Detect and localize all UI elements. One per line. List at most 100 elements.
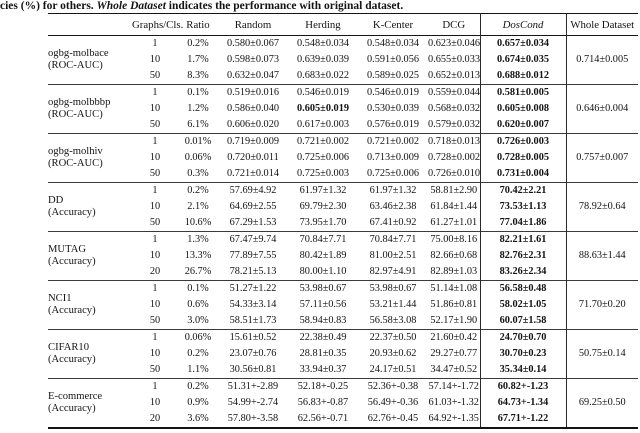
cell-doscond: 60.07±1.58 [479,313,567,330]
cell-random: 0.606±0.020 [227,119,279,130]
cell-ratio: 0.9% [187,397,209,408]
table-row: ogbg-molhiv (ROC-AUC) 1 0.01% 0.719±0.009… [48,133,638,169]
cell-ratio: 0.06% [184,152,212,163]
table-row: 50 10.6% 67.29±1.53 73.95±1.70 67.41±0.9… [48,215,638,232]
cell-graphs-per-cls: 10 [149,299,161,310]
cell-kcenter: 81.00±2.51 [369,250,417,261]
cell-doscond: 67.71+-1.22 [479,411,567,428]
header-herding: Herding [305,18,341,31]
cell-ratio: 0.2% [187,381,209,392]
cell-doscond: 24.70±0.70 [479,329,567,346]
cell-random: 23.07±0.76 [229,348,277,359]
cell-doscond: 56.58±0.48 [479,280,567,297]
cell-doscond: 0.657±0.034 [479,35,567,52]
cell-random: 0.598±0.073 [227,54,279,65]
cell-whole-dataset: 0.757±0.007 [576,152,629,163]
table-row: 10 1.7% 0.598±0.073 0.639±0.039 0.591±0.… [48,52,638,68]
cell-graphs-per-cls: 10 [149,103,161,114]
cell-herding: 80.00±1.10 [299,266,347,277]
cell-random: 0.580±0.067 [227,38,279,49]
cell-herding: 58.94±0.83 [299,315,347,326]
cell-kcenter: 63.46±2.38 [369,201,417,212]
cell-herding: 80.42±1.89 [299,250,347,261]
group-ogbg-molbace: ogbg-molbace (ROC-AUC) 1 0.2% 0.580±0.067… [48,35,638,85]
cell-herding: 0.725±0.006 [297,152,349,163]
cell-dcg: 75.00±8.16 [430,234,478,245]
cell-random: 30.56±0.81 [229,364,277,375]
cell-random: 0.519±0.016 [227,87,279,98]
cell-whole-dataset: 50.75±0.14 [578,348,626,359]
cell-dcg: 34.47±0.52 [430,364,478,375]
cell-whole-dataset: 69.25±0.50 [578,397,626,408]
dataset-label: ogbg-molbace (ROC-AUC) [48,36,132,85]
cell-herding: 69.79±2.30 [299,201,347,212]
caption-italic-term: Whole Dataset [96,0,166,12]
cell-dcg: 58.81±2.90 [430,185,478,196]
dataset-name: ogbg-molbbbp [48,97,111,108]
cell-kcenter: 0.725±0.006 [367,168,419,179]
cell-ratio: 0.1% [187,283,209,294]
cell-dcg: 52.17±1.90 [430,315,478,326]
cell-dcg: 64.92+-1.35 [428,413,479,424]
cell-doscond: 0.674±0.035 [479,52,567,68]
cell-herding: 22.38±0.49 [299,332,347,343]
header-row: Graphs/Cls. Ratio Random Herding K-Cente… [48,13,638,36]
dataset-name: CIFAR10 [48,342,90,353]
cell-random: 51.27±1.22 [229,283,277,294]
table-row: DD (Accuracy) 1 0.2% 57.69±4.92 61.97±1.3… [48,182,638,218]
dataset-metric: (Accuracy) [48,256,96,267]
cell-random: 15.61±0.52 [229,332,277,343]
cell-doscond: 82.21±1.61 [479,231,567,248]
cell-kcenter: 0.548±0.034 [367,38,419,49]
cell-dcg: 0.623±0.046 [428,38,480,49]
cell-herding: 33.94±0.37 [299,364,347,375]
cell-dcg: 61.27±1.01 [430,217,478,228]
cell-dcg: 0.652±0.013 [428,70,480,81]
table-row: 50 0.3% 0.721±0.014 0.725±0.003 0.725±0.… [48,166,638,183]
cell-random: 0.632±0.047 [227,70,279,81]
cell-graphs-per-cls: 20 [149,413,161,424]
cell-herding: 53.98±0.67 [299,283,347,294]
cell-herding: 61.97±1.32 [299,185,347,196]
cell-ratio: 0.6% [187,299,209,310]
cell-kcenter: 20.93±0.62 [369,348,417,359]
cell-doscond: 70.42±2.21 [479,182,567,199]
cell-random: 54.33±3.14 [229,299,277,310]
cell-kcenter: 0.589±0.025 [367,70,419,81]
table-row: MUTAG (Accuracy) 1 1.3% 67.47±9.74 70.84±… [48,231,638,267]
cell-graphs-per-cls: 1 [152,381,158,392]
cell-random: 51.31+-2.89 [227,381,279,392]
table-row: E-commerce (Accuracy) 1 0.2% 51.31+-2.89 … [48,378,638,414]
cell-graphs-per-cls: 50 [149,315,161,326]
cell-doscond: 0.688±0.012 [479,68,567,85]
table-caption: cies (%) for others. Whole Dataset indic… [0,0,640,12]
cell-doscond: 35.34±0.14 [479,362,567,379]
cell-doscond: 0.731±0.004 [479,166,567,183]
cell-dcg: 0.728±0.002 [428,152,480,163]
cell-graphs-per-cls: 10 [149,250,161,261]
dataset-label: E-commerce (Accuracy) [48,379,132,429]
dataset-label: DD (Accuracy) [48,183,132,232]
cell-herding: 0.605±0.019 [297,103,349,114]
cell-dcg: 0.718±0.013 [428,136,480,147]
cell-kcenter: 82.97±4.91 [369,266,417,277]
dataset-name: ogbg-molhiv [48,146,103,157]
dataset-metric: (ROC-AUC) [48,158,103,169]
cell-random: 67.47±9.74 [229,234,277,245]
table-row: 10 13.3% 77.89±7.55 80.42±1.89 81.00±2.5… [48,248,638,264]
cell-random: 0.719±0.009 [227,136,279,147]
cell-herding: 0.721±0.002 [297,136,349,147]
dataset-label: ogbg-molhiv (ROC-AUC) [48,134,132,183]
header-dataset [48,14,132,36]
cell-graphs-per-cls: 50 [149,364,161,375]
cell-doscond: 0.581±0.005 [479,84,567,101]
cell-random: 0.721±0.014 [227,168,279,179]
cell-kcenter: 0.713±0.009 [367,152,419,163]
cell-graphs-per-cls: 50 [149,119,161,130]
cell-graphs-per-cls: 50 [149,70,161,81]
table-row: 20 26.7% 78.21±5.13 80.00±1.10 82.97±4.9… [48,264,638,281]
cell-whole-dataset: 78.92±0.64 [578,201,626,212]
cell-doscond: 58.02±1.05 [479,297,567,313]
table-row: 50 6.1% 0.606±0.020 0.617±0.003 0.576±0.… [48,117,638,134]
cell-doscond: 60.82+-1.23 [479,378,567,395]
